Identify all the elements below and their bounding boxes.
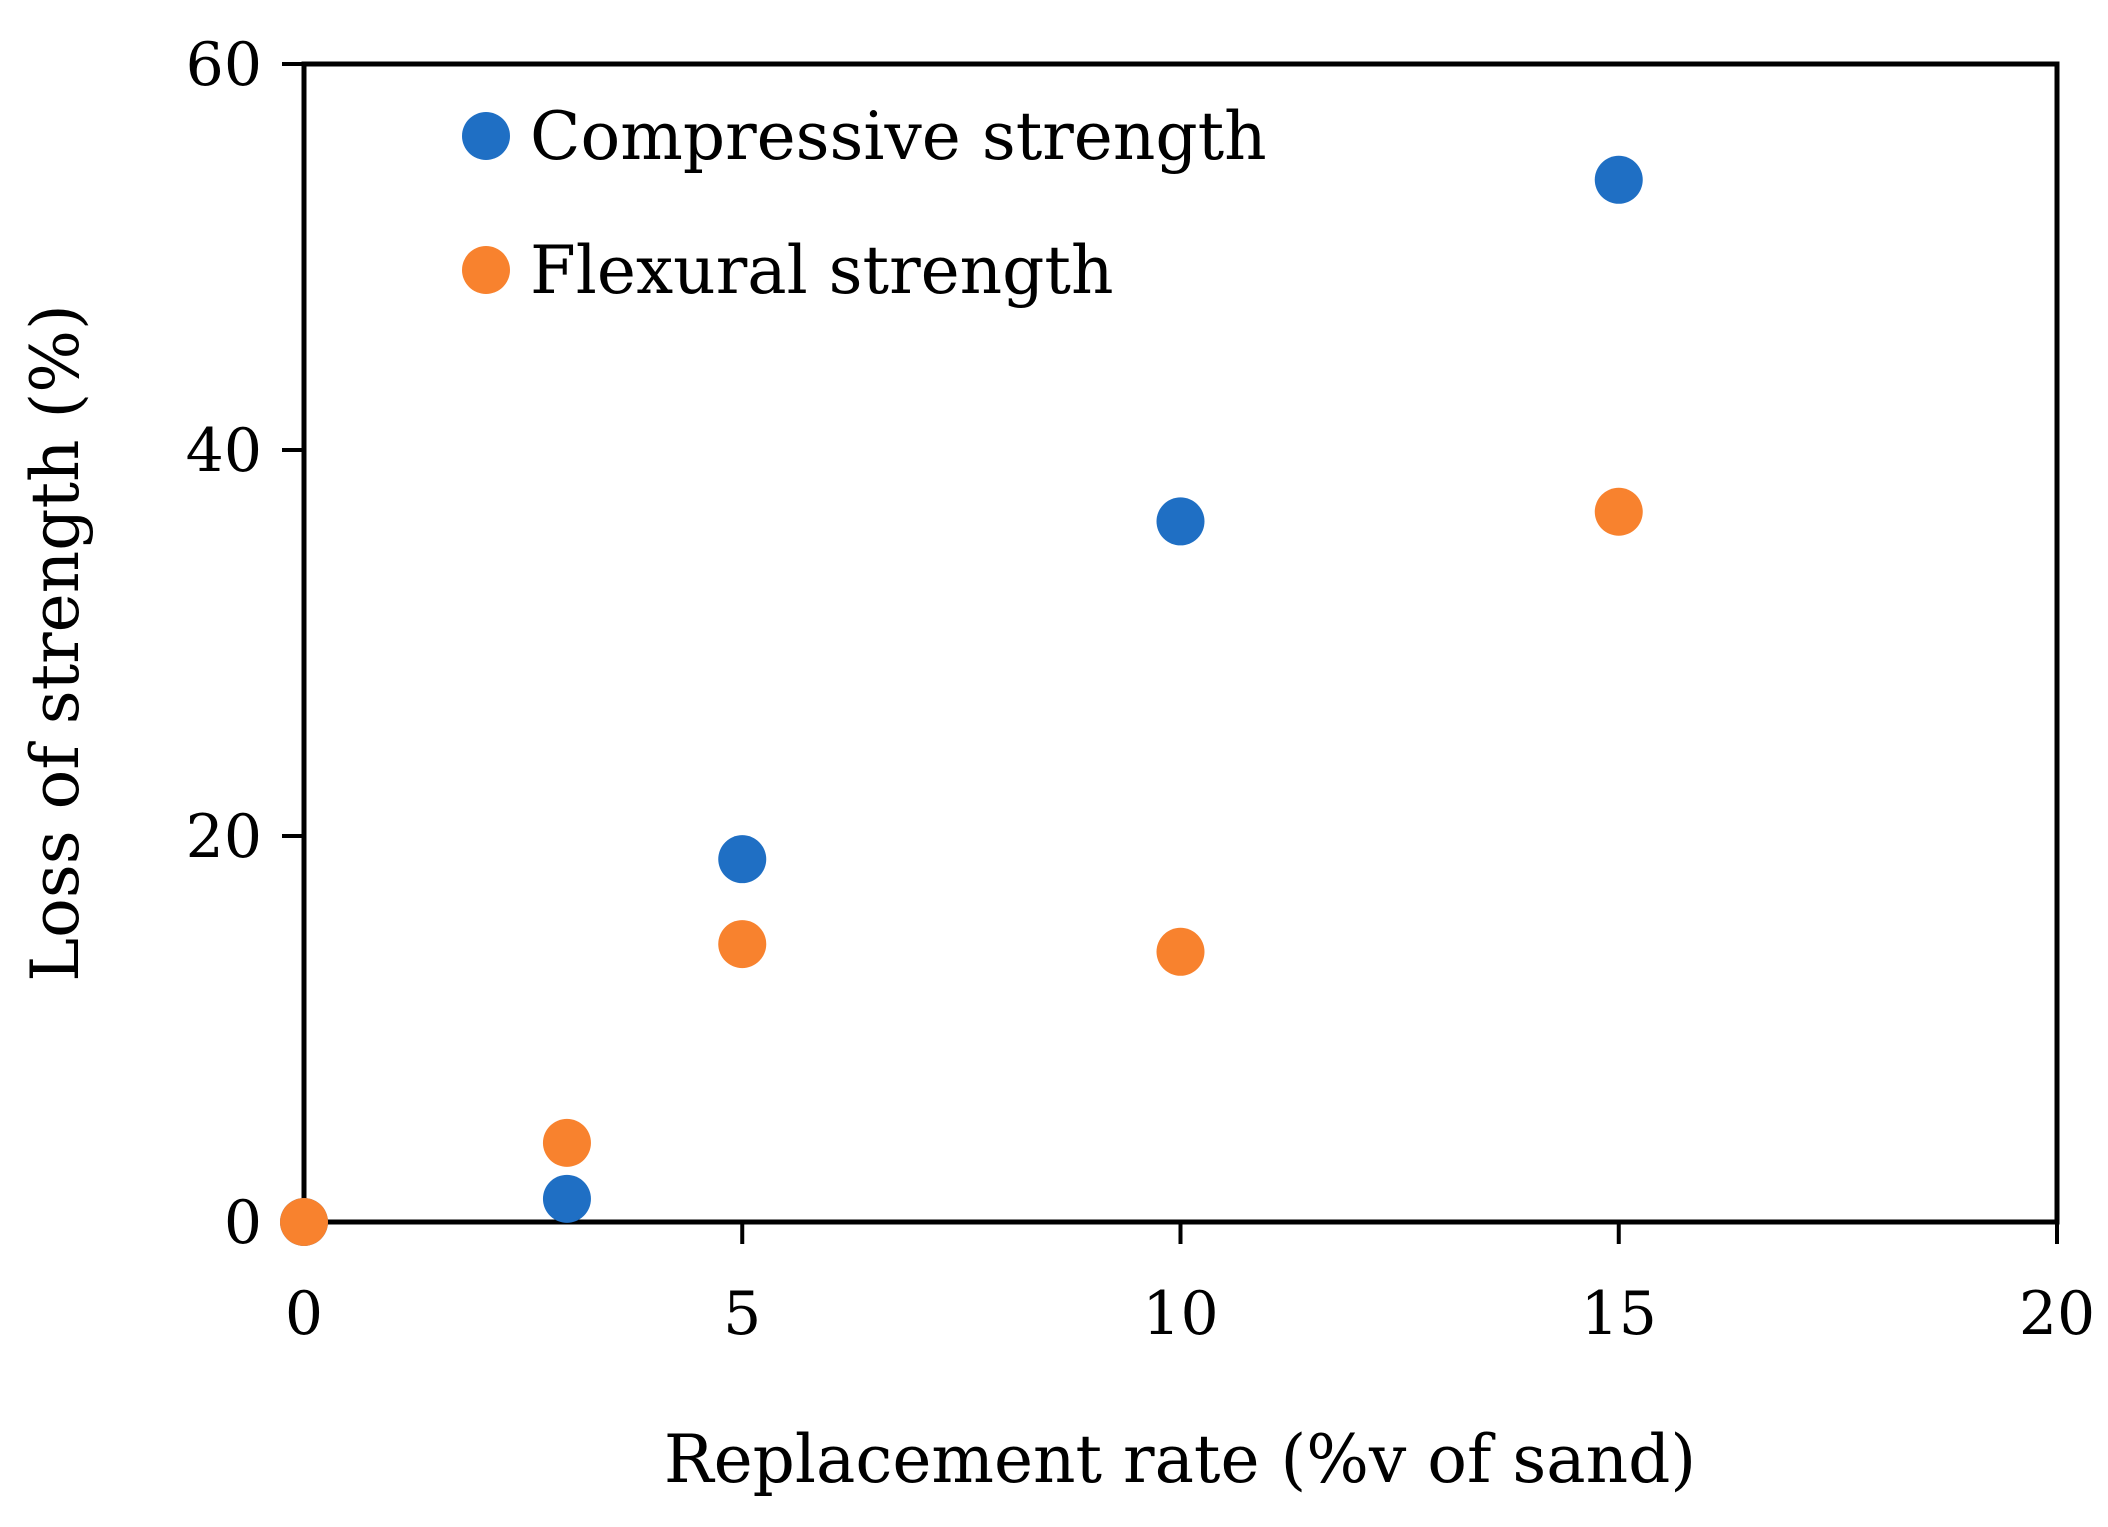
x-tick-label: 0 (285, 1279, 323, 1349)
y-tick-label: 60 (186, 30, 262, 100)
legend: Compressive strength Flexural strength (462, 98, 1267, 309)
data-point-flexural-strength (1156, 927, 1205, 976)
x-axis-ticks: 0 5 10 15 20 (285, 1222, 2095, 1349)
data-point-compressive-strength (1594, 155, 1643, 204)
legend-label-compressive-strength: Compressive strength (530, 98, 1267, 175)
x-tick-label: 15 (1581, 1279, 1657, 1349)
y-tick-label: 20 (186, 802, 262, 872)
y-tick-label: 0 (224, 1188, 262, 1258)
y-tick-label: 40 (186, 416, 262, 486)
x-tick-label: 10 (1142, 1279, 1218, 1349)
data-point-flexural-strength (280, 1198, 328, 1246)
data-point-flexural-strength (542, 1118, 591, 1167)
legend-marker-flexural-strength (462, 246, 510, 294)
legend-label-flexural-strength: Flexural strength (530, 232, 1113, 309)
data-point-compressive-strength (718, 835, 767, 884)
y-axis-ticks: 0 20 40 60 (186, 30, 304, 1258)
x-tick-label: 20 (2019, 1279, 2095, 1349)
data-point-flexural-strength (1594, 487, 1643, 536)
legend-marker-compressive-strength (462, 112, 510, 160)
x-tick-label: 5 (723, 1279, 761, 1349)
data-point-compressive-strength (542, 1174, 591, 1223)
x-axis-title: Replacement rate (%v of sand) (664, 1421, 1696, 1498)
data-point-flexural-strength (718, 920, 767, 969)
y-axis-title: Loss of strength (%) (17, 304, 94, 981)
data-point-compressive-strength (1156, 497, 1205, 546)
data-points (280, 155, 1643, 1246)
